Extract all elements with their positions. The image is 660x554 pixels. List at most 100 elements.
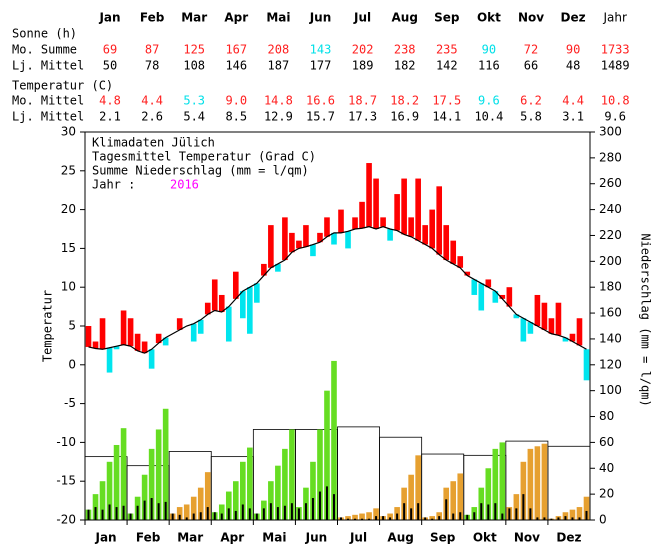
temperature-bar: [352, 217, 358, 229]
temperature-bar: [155, 333, 162, 344]
temperature-bar: [366, 163, 372, 227]
table-cell: 10.4: [474, 110, 503, 124]
y-tick-label: -5: [64, 396, 76, 410]
temperature-bar: [380, 217, 386, 227]
row-label: Mo. Mittel: [12, 94, 84, 108]
precip-daily-bar: [248, 508, 251, 520]
table-cell: 16.6: [306, 94, 335, 108]
precip-daily-bar: [459, 512, 462, 520]
y2-axis-label: Niederschlag (mm = l/qm): [639, 233, 653, 406]
precip-daily-bar: [108, 504, 111, 520]
precip-daily-bar: [529, 508, 532, 520]
y-axis-label: Temperatur: [41, 290, 55, 362]
precip-cumulative-bar: [387, 513, 393, 520]
table-cell: 143: [310, 43, 332, 57]
precip-cumulative-bar: [359, 513, 365, 520]
table-cell: 90: [566, 43, 580, 57]
temperature-bar: [443, 225, 450, 261]
precip-daily-bar: [311, 498, 314, 520]
precip-daily-bar: [87, 509, 90, 520]
table-cell: 142: [436, 59, 458, 73]
table-cell: 48: [566, 59, 580, 73]
table-cell: 9.0: [225, 94, 247, 108]
table-cell: 177: [310, 59, 332, 73]
precip-daily-bar: [473, 512, 476, 520]
precip-cumulative-bar: [345, 516, 351, 520]
y-tick-label: 15: [61, 241, 76, 255]
precip-daily-bar: [297, 508, 300, 520]
precip-daily-bar: [550, 518, 553, 520]
precip-daily-bar: [129, 513, 132, 520]
temperature-bar: [247, 287, 253, 334]
precip-daily-bar: [431, 518, 434, 520]
temperature-bar: [534, 294, 541, 326]
precip-normal-box: [337, 426, 380, 521]
precip-daily-bar: [585, 510, 588, 520]
precip-cumulative-bar: [499, 442, 506, 520]
chart-subtitle: Tagesmittel Temperatur (Grad C): [92, 150, 316, 164]
y2-tick-label: 240: [599, 202, 622, 216]
table-cell: 4.4: [141, 94, 163, 108]
temperature-bar: [471, 279, 478, 295]
precip-daily-bar: [389, 517, 392, 520]
table-cell: 5.4: [183, 110, 205, 124]
precip-daily-bar: [192, 513, 195, 520]
temperature-bar: [401, 178, 407, 235]
temperature-bar: [148, 349, 155, 369]
temperature-bar: [303, 225, 309, 247]
temperature-bar: [429, 209, 435, 249]
table-cell: 5.8: [520, 110, 542, 124]
precip-cumulative-bar: [450, 481, 457, 520]
precip-cumulative-bar: [113, 444, 120, 520]
precip-daily-bar: [347, 518, 350, 520]
precip-cumulative-bar: [289, 429, 295, 520]
precip-cumulative-bar: [583, 496, 590, 520]
precip-daily-bar: [578, 517, 581, 520]
temperature-bar: [197, 319, 204, 334]
year: 2016: [170, 178, 199, 192]
precip-daily-bar: [361, 518, 364, 520]
temperature-bar: [261, 263, 267, 276]
precip-daily-bar: [283, 505, 286, 520]
precip-daily-bar: [255, 513, 258, 520]
precip-daily-bar: [368, 518, 371, 520]
temperature-bar: [555, 302, 562, 336]
precip-daily-bar: [340, 517, 343, 520]
temperature-bar: [331, 232, 337, 245]
temperature-bar: [576, 318, 583, 346]
precip-daily-bar: [199, 512, 202, 520]
y-tick-label: 0: [68, 357, 76, 371]
precip-daily-bar: [438, 516, 441, 520]
x-tick-label: Nov: [514, 531, 540, 545]
table-cell: 14.8: [264, 94, 293, 108]
temperature-bar: [436, 186, 443, 255]
precip-cumulative-bar: [183, 504, 190, 520]
y2-tick-label: 120: [599, 357, 622, 371]
table-cell: 5.3: [183, 94, 205, 108]
temperature-bar: [345, 231, 351, 249]
temperature-bar: [359, 201, 365, 229]
temperature-bar: [373, 178, 379, 229]
chart-title: Klimadaten Jülich: [92, 136, 215, 150]
temperature-bar: [282, 217, 288, 261]
temperature-bar: [506, 287, 513, 307]
section-title: Temperatur (C): [12, 79, 113, 93]
temperature-bar: [548, 318, 555, 334]
table-cell: 108: [183, 59, 205, 73]
y2-tick-label: 100: [599, 383, 622, 397]
precip-cumulative-bar: [310, 461, 316, 520]
table-cell: 116: [478, 59, 500, 73]
x-tick-label: Feb: [136, 531, 161, 545]
x-tick-label: Apr: [220, 531, 244, 545]
column-header: Mai: [266, 11, 290, 25]
temperature-bar: [176, 318, 183, 330]
precip-cumulative-bar: [106, 461, 113, 520]
precip-daily-bar: [171, 513, 174, 520]
precip-daily-bar: [571, 517, 574, 520]
temperature-bar: [275, 263, 281, 272]
precip-cumulative-bar: [240, 461, 246, 520]
precip-cumulative-bar: [99, 481, 106, 520]
temperature-bar: [190, 323, 197, 342]
precip-cumulative-bar: [485, 468, 492, 520]
temperature-bar: [232, 271, 239, 299]
